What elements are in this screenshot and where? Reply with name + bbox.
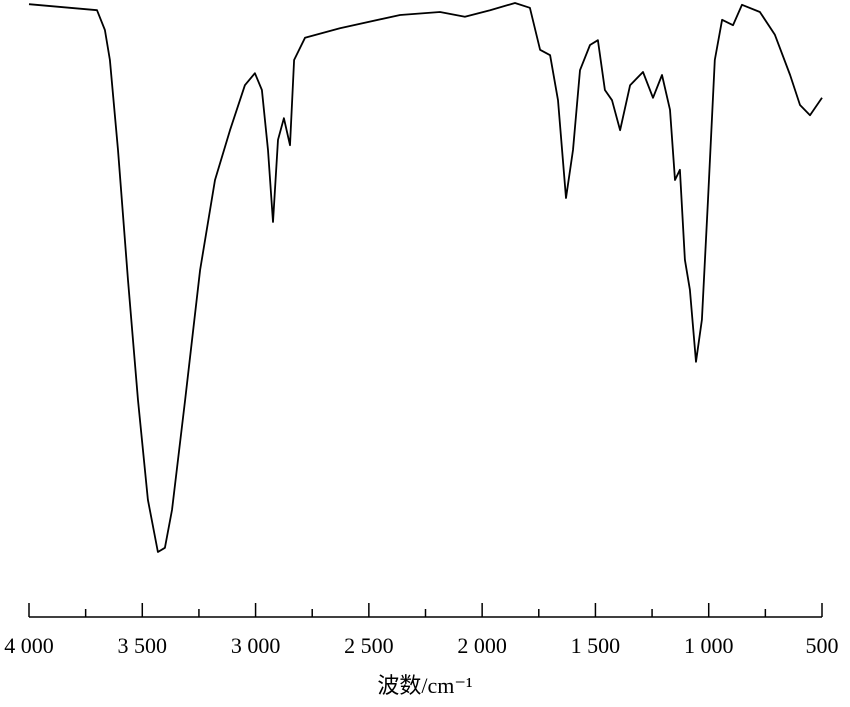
x-tick-label: 2 500 (344, 633, 394, 658)
x-tick-label: 1 000 (684, 633, 734, 658)
x-tick-label: 1 500 (571, 633, 621, 658)
spectrum-line (28, 2, 823, 553)
x-axis-label: 波数/cm⁻¹ (377, 673, 472, 698)
x-tick-label: 500 (806, 633, 839, 658)
x-tick-label: 3 500 (118, 633, 168, 658)
x-tick-label: 3 000 (231, 633, 281, 658)
x-tick-label: 2 000 (457, 633, 507, 658)
x-tick-label: 4 000 (4, 633, 54, 658)
